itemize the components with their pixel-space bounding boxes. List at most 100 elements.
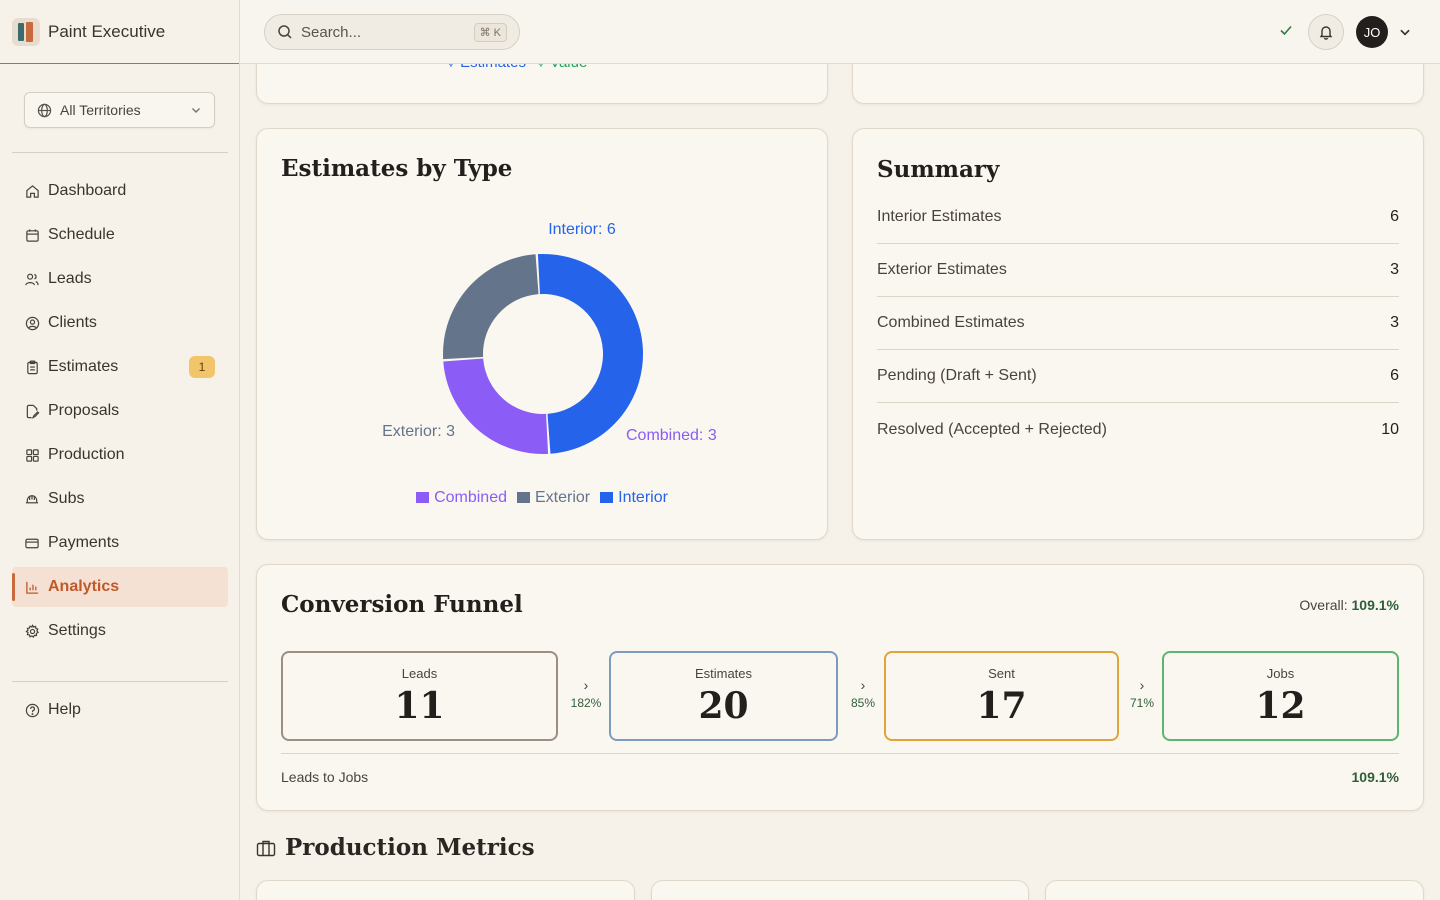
sidebar-item-label: Estimates (48, 358, 119, 375)
legend-swatch (600, 492, 614, 503)
app-name: Paint Executive (48, 21, 166, 41)
summary-card: Summary Interior Estimates 6 Exterior Est… (852, 128, 1424, 540)
sidebar-item-production[interactable]: Production (12, 435, 228, 475)
production-metrics-heading: Production Metrics (256, 834, 535, 861)
funnel-stage-sent[interactable]: Sent 17 (884, 651, 1119, 741)
sidebar-item-clients[interactable]: Clients (12, 303, 228, 343)
clipboard-icon (24, 359, 40, 375)
user-circle-icon (24, 315, 40, 331)
funnel-rate: › 85% (843, 677, 883, 710)
users-icon (24, 271, 40, 287)
funnel-stage-jobs[interactable]: Jobs 12 (1162, 651, 1399, 741)
donut-chart: Interior: 6 Combined: 3 Exterior: 3 (382, 221, 717, 454)
chevron-right-icon: › (583, 677, 589, 693)
gear-icon (24, 623, 40, 639)
chevron-down-icon[interactable] (1398, 25, 1412, 39)
notifications-button[interactable] (1308, 14, 1344, 50)
legend-swatch (517, 492, 530, 503)
help-circle-icon (24, 702, 40, 718)
hard-hat-icon (24, 491, 40, 507)
summary-row: Resolved (Accepted + Rejected) 10 (877, 420, 1399, 438)
territory-select[interactable]: All Territories (24, 92, 215, 128)
sidebar-item-analytics[interactable]: Analytics (12, 567, 228, 607)
sidebar-item-label: Help (48, 701, 81, 718)
sidebar-divider (12, 152, 228, 153)
summary-row: Exterior Estimates 3 (877, 244, 1399, 297)
sidebar-item-leads[interactable]: Leads (12, 259, 228, 299)
sidebar-item-payments[interactable]: Payments (12, 523, 228, 563)
production-metric-card (651, 880, 1029, 900)
bell-icon (1319, 26, 1333, 40)
card-title: Summary (877, 156, 1000, 183)
chevron-down-icon (192, 108, 200, 113)
sidebar-item-schedule[interactable]: Schedule (12, 215, 228, 255)
sidebar-item-label: Production (48, 446, 125, 463)
legend-item-exterior[interactable]: Exterior (517, 489, 590, 507)
paint-executive-logo (12, 17, 40, 46)
credit-card-icon (24, 535, 40, 551)
sidebar-item-dashboard[interactable]: Dashboard (12, 171, 228, 211)
funnel-divider (281, 753, 1399, 754)
brand[interactable]: Paint Executive (0, 0, 239, 64)
sidebar-item-estimates[interactable]: Estimates 1 (12, 347, 228, 387)
legend-swatch (416, 492, 430, 503)
sidebar-item-label: Payments (48, 534, 120, 551)
sidebar-nav: Dashboard Schedule Leads Clients Estimat… (12, 171, 228, 655)
summary-row: Interior Estimates 6 (877, 191, 1399, 244)
sidebar-item-help[interactable]: Help (12, 690, 228, 730)
funnel-rate: › 182% (566, 677, 606, 710)
sidebar-help: Help (12, 690, 228, 734)
data-label-interior: Interior: 6 (548, 221, 616, 238)
sidebar-item-label: Proposals (48, 402, 120, 419)
donut-slice-exterior[interactable] (443, 254, 539, 360)
donut-slice-interior[interactable] (537, 254, 643, 454)
card-title: Conversion Funnel (281, 591, 523, 618)
search-input[interactable]: Search... ⌘ K (264, 14, 520, 50)
check-icon[interactable] (1278, 22, 1294, 38)
home-icon (24, 183, 40, 199)
calendar-icon (24, 227, 40, 243)
summary-row: Combined Estimates 3 (877, 297, 1399, 350)
avatar[interactable]: JO (1356, 16, 1388, 48)
sidebar-item-label: Settings (48, 622, 106, 639)
data-label-combined: Combined: 3 (626, 427, 717, 444)
summary-row: Pending (Draft + Sent) 6 (877, 350, 1399, 403)
sidebar-item-label: Subs (48, 490, 85, 507)
sidebar: Paint Executive All Territories Dashboar… (0, 0, 240, 900)
sidebar-item-subs[interactable]: Subs (12, 479, 228, 519)
sidebar-item-label: Leads (48, 270, 92, 287)
legend-item-interior[interactable]: Interior (600, 489, 668, 507)
search-shortcut: ⌘ K (473, 22, 507, 42)
estimates-count-badge: 1 (189, 356, 215, 378)
sidebar-item-label: Dashboard (48, 182, 127, 199)
sidebar-item-label: Analytics (48, 578, 120, 595)
grid-icon (24, 447, 40, 463)
estimates-by-type-card: Estimates by Type Interior: 6 Combined: 3… (256, 128, 828, 540)
chart-legend: Combined Exterior Interior (257, 489, 827, 507)
sidebar-item-label: Schedule (48, 226, 115, 243)
topbar: Search... ⌘ K JO (240, 0, 1440, 64)
donut-slice-combined[interactable] (443, 358, 549, 454)
sidebar-item-proposals[interactable]: Proposals (12, 391, 228, 431)
search-icon (278, 25, 292, 39)
chevron-right-icon: › (860, 677, 866, 693)
card-title: Estimates by Type (281, 155, 513, 182)
sidebar-item-label: Clients (48, 314, 97, 331)
production-metric-card (256, 880, 635, 900)
conversion-funnel-card: Conversion Funnel Overall: 109.1% Leads … (256, 564, 1424, 811)
chevron-right-icon: › (1139, 677, 1145, 693)
funnel-stage-estimates[interactable]: Estimates 20 (609, 651, 838, 741)
production-metric-card (1045, 880, 1424, 900)
sidebar-item-settings[interactable]: Settings (12, 611, 228, 651)
data-label-exterior: Exterior: 3 (382, 423, 455, 440)
briefcase-icon (256, 840, 276, 856)
funnel-stage-leads[interactable]: Leads 11 (281, 651, 558, 741)
funnel-footer-label: Leads to Jobs (281, 769, 369, 785)
sidebar-divider (12, 681, 228, 682)
overall-conversion: Overall: 109.1% (1299, 597, 1399, 613)
bar-chart-icon (24, 579, 40, 595)
funnel-rate: › 71% (1122, 677, 1162, 710)
legend-item-combined[interactable]: Combined (416, 489, 507, 507)
territory-label: All Territories (60, 102, 141, 118)
file-edit-icon (24, 403, 40, 419)
